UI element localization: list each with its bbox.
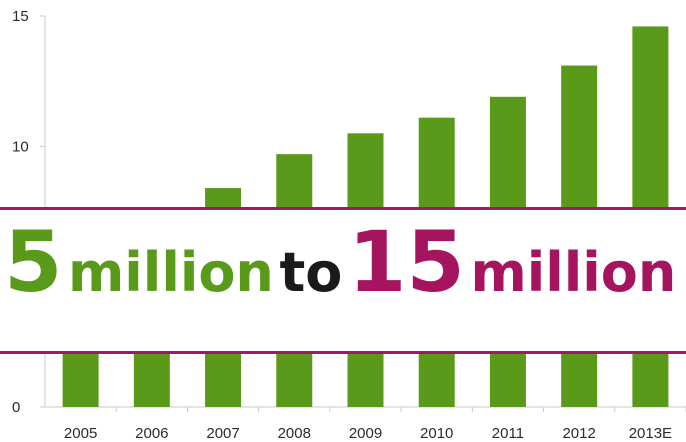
x-tick-label: 2008 [278,425,311,442]
connector-word: to [279,241,343,304]
from-unit: million [68,241,274,304]
x-tick-label: 2005 [64,425,97,442]
headline-text: 5 million to 15 million [4,220,676,304]
to-unit: million [470,241,677,304]
x-tick-label: 2010 [420,425,453,442]
from-number: 5 [4,213,63,311]
y-tick-label: 10 [12,138,29,155]
x-tick-label: 2006 [135,425,168,442]
x-tick-label: 2007 [206,425,239,442]
y-tick-label: 15 [12,8,29,25]
to-number: 15 [347,213,465,311]
y-tick-label: 0 [12,399,20,416]
x-tick-label: 2011 [492,425,524,442]
x-tick-label: 2013E [629,425,672,442]
x-tick-label: 2012 [562,425,595,442]
x-tick-label: 2009 [349,425,382,442]
headline-banner: 5 million to 15 million [0,207,686,354]
